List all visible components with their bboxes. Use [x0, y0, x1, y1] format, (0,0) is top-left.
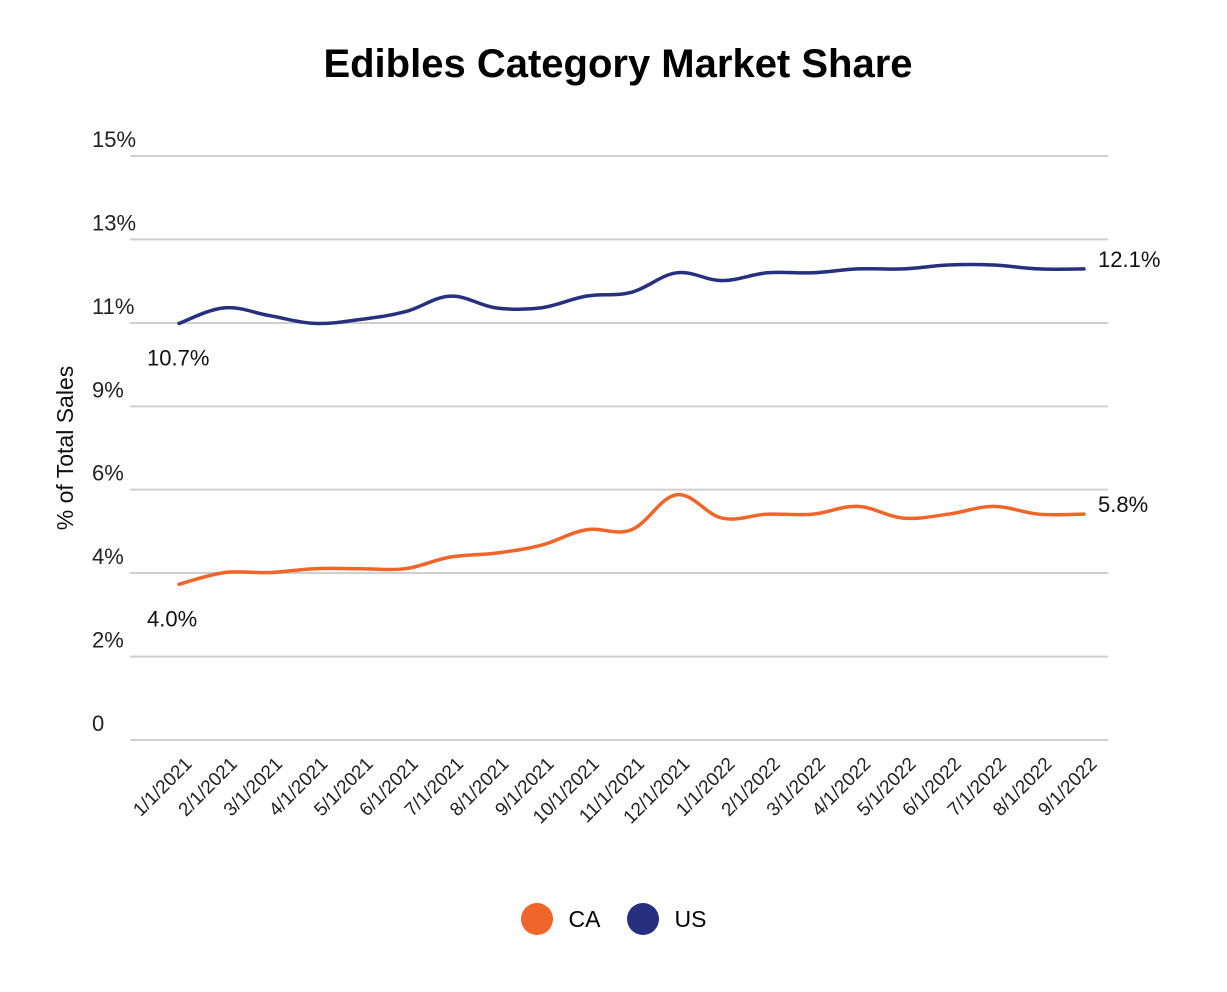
y-tick-label: 11%: [92, 294, 134, 319]
data-label: 5.8%: [1098, 492, 1148, 517]
data-label: 4.0%: [147, 606, 197, 631]
series-line-ca: [177, 492, 1086, 587]
y-tick-label: 15%: [92, 127, 136, 152]
chart-title: Edibles Category Market Share: [323, 42, 913, 86]
legend-swatch-us: [626, 903, 659, 935]
data-label: 10.7%: [147, 345, 209, 370]
legend-item-us: US: [626, 903, 707, 935]
legend-swatch-ca: [520, 903, 553, 935]
legend: CA US: [0, 903, 1227, 935]
legend-item-ca: CA: [520, 903, 601, 935]
legend-label-ca: CA: [568, 905, 601, 932]
series-line-us: [177, 262, 1086, 326]
data-label: 12.1%: [1098, 247, 1160, 272]
y-tick-label: 13%: [92, 210, 136, 235]
y-axis-label: % of Total Sales: [52, 366, 78, 531]
y-tick-label: 9%: [92, 377, 124, 402]
y-tick-label: 4%: [92, 544, 124, 569]
y-tick-label: 2%: [92, 628, 124, 653]
legend-label-us: US: [674, 905, 707, 932]
y-tick-label: 6%: [92, 461, 124, 486]
y-tick-label: 0: [92, 711, 104, 736]
